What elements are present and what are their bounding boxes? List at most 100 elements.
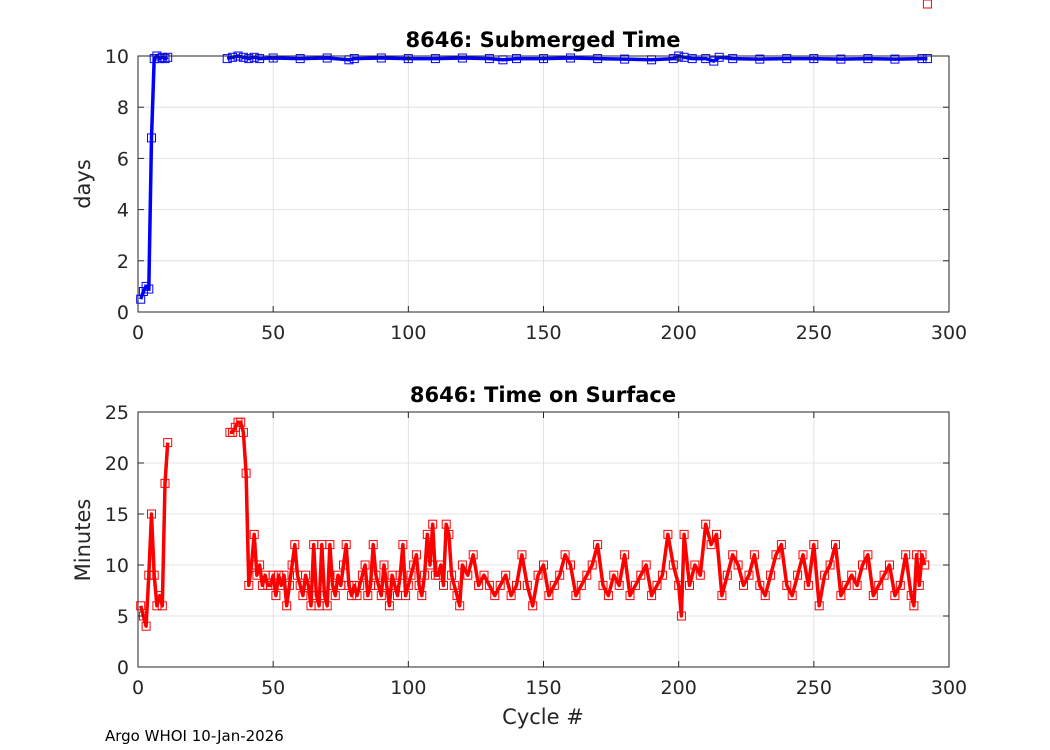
surface-data-point — [355, 580, 365, 590]
submerged-data-point — [138, 287, 148, 296]
surface-data-point — [411, 550, 421, 560]
surface-x-tick-label: 200 — [661, 677, 697, 699]
surface-data-point — [836, 591, 846, 601]
submerged-data-point — [222, 54, 232, 64]
submerged-x-tick-label: 300 — [931, 322, 967, 344]
surface-data-point — [690, 560, 700, 570]
surface-series-line — [139, 442, 170, 628]
surface-data-point — [560, 550, 570, 560]
surface-data-point — [325, 540, 335, 550]
time-on-surface-panel: 8646: Time on Surface Minutes Cycle # 0 5… — [71, 0, 967, 729]
submerged-data-point — [157, 52, 167, 62]
surface-data-point — [512, 580, 521, 590]
submerged-x-tick-label: 0 — [132, 322, 144, 344]
surface-data-point — [320, 591, 329, 601]
surface-data-point — [444, 529, 454, 539]
surface-data-point — [322, 601, 332, 611]
submerged-y-tick-label: 2 — [117, 251, 129, 273]
surface-data-point — [371, 570, 381, 580]
surface-data-point — [739, 580, 748, 590]
surface-data-point — [403, 580, 413, 590]
surface-data-point — [463, 570, 473, 580]
submerged-data-point — [228, 52, 238, 62]
surface-data-point — [436, 560, 446, 570]
submerged-data-point — [403, 54, 413, 64]
submerged-data-point — [295, 54, 305, 64]
surface-data-point — [798, 550, 808, 560]
surface-data-point — [549, 580, 559, 590]
submerged-x-tick-label: 150 — [525, 322, 561, 344]
surface-data-point — [755, 580, 765, 590]
surface-data-point — [766, 570, 776, 580]
surface-data-point — [457, 560, 467, 570]
submerged-data-point — [141, 281, 151, 291]
surface-data-point — [301, 570, 311, 580]
submerged-data-point — [349, 54, 359, 64]
surface-data-point — [809, 540, 819, 550]
surface-data-point — [582, 570, 592, 580]
surface-grid — [137, 411, 950, 668]
submerged-time-panel: 8646: Submerged Time days 0 50 100 150 200 25… — [71, 28, 967, 344]
submerged-x-tick-label: 200 — [661, 322, 697, 344]
surface-data-point — [484, 580, 494, 590]
surface-data-point — [657, 570, 667, 580]
surface-data-point — [901, 550, 911, 560]
surface-data-point — [479, 570, 489, 580]
surface-data-point — [401, 591, 411, 601]
surface-data-point — [155, 591, 165, 601]
surface-chart-title: 8646: Time on Surface — [410, 383, 676, 407]
submerged-grid — [137, 55, 950, 313]
surface-data-point — [647, 591, 657, 601]
submerged-y-tick-label: 10 — [105, 46, 129, 68]
surface-data-point — [852, 580, 862, 590]
submerged-data-point — [668, 54, 678, 64]
surface-data-point — [149, 570, 159, 580]
surface-data-point — [468, 550, 478, 560]
surface-data-point — [874, 580, 884, 590]
surface-data-point — [517, 550, 527, 560]
surface-data-point — [879, 570, 889, 580]
submerged-y-tick-label: 4 — [117, 200, 129, 222]
surface-data-point — [409, 560, 419, 570]
submerged-data-point — [144, 284, 154, 294]
surface-data-point — [141, 621, 151, 631]
footer-credit: Argo WHOI 10-Jan-2026 — [105, 727, 284, 745]
surface-data-point — [298, 591, 308, 601]
surface-data-point — [274, 570, 284, 580]
surface-series-line — [229, 420, 927, 618]
surface-data-point — [676, 611, 686, 621]
surface-data-point — [282, 601, 292, 611]
surface-data-point — [363, 591, 373, 601]
surface-data-point — [728, 550, 738, 560]
surface-data-point — [744, 570, 754, 580]
surface-data-point — [909, 601, 919, 611]
surface-data-point — [663, 529, 673, 539]
surface-data-point — [447, 570, 457, 580]
surface-data-point — [152, 601, 162, 611]
submerged-data-point — [917, 54, 927, 64]
surface-data-point — [760, 591, 770, 601]
surface-data-point — [368, 540, 378, 550]
surface-data-point — [722, 570, 732, 580]
submerged-data-point — [539, 54, 548, 64]
surface-data-point — [268, 570, 278, 580]
surface-data-point — [885, 560, 894, 570]
surface-data-point — [701, 519, 711, 529]
submerged-data-point — [249, 52, 259, 62]
surface-data-point — [625, 591, 635, 601]
surface-data-point — [712, 529, 721, 539]
submerged-data-point — [714, 52, 724, 62]
surface-data-point — [241, 468, 251, 478]
surface-data-point — [398, 540, 408, 550]
surface-data-point — [706, 540, 716, 550]
surface-data-point — [439, 580, 448, 590]
surface-data-point — [603, 591, 613, 601]
surface-x-axis-label: Cycle # — [502, 705, 584, 729]
surface-data-point — [284, 580, 294, 590]
surface-data-point — [776, 540, 786, 550]
surface-data-point — [433, 570, 443, 580]
surface-data-point — [303, 580, 313, 590]
surface-x-tick-label: 250 — [796, 677, 832, 699]
surface-data-point — [868, 591, 878, 601]
surface-data-point — [609, 570, 619, 580]
